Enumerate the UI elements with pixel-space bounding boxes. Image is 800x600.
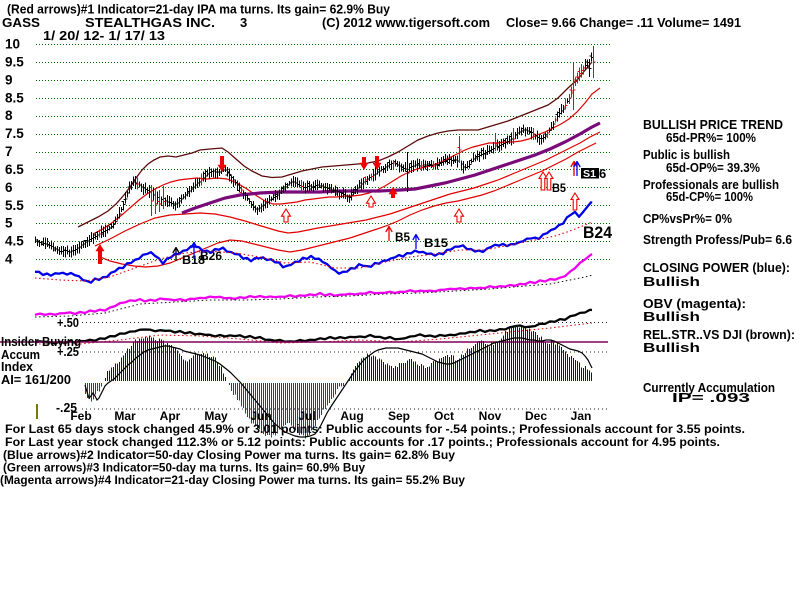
svg-text:Currently Accumulation: Currently Accumulation [643,380,775,395]
svg-text:Oct: Oct [434,409,454,423]
svg-text:AI= 161/200: AI= 161/200 [1,373,71,387]
svg-text:Accum: Accum [1,348,40,362]
svg-text:Bullish: Bullish [643,340,700,355]
svg-text:Feb: Feb [70,409,91,423]
svg-text:Aug: Aug [340,409,363,423]
svg-text:(Blue arrows)#2 Indicator=50-d: (Blue arrows)#2 Indicator=50-day Closing… [3,450,456,462]
svg-text:+.25: +.25 [57,345,79,359]
svg-text:Jun: Jun [250,409,271,423]
svg-text:5.5: 5.5 [5,198,24,213]
svg-text:CP%vsPr%= 0%: CP%vsPr%= 0% [643,211,732,226]
svg-text:Jan: Jan [571,409,592,423]
svg-text:Strength Profess/Pub= 6.6: Strength Profess/Pub= 6.6 [643,232,792,247]
svg-text:-.25: -.25 [56,401,77,415]
svg-text:Apr: Apr [160,409,181,423]
svg-text:Public is bullish: Public is bullish [643,147,730,162]
svg-text:Professionals are bullish: Professionals are bullish [643,177,779,192]
svg-text:Dec: Dec [525,409,547,423]
svg-text:For Last year stock changed 1: For Last year stock changed 112.3% or 5.… [5,437,720,449]
svg-text:9: 9 [5,72,13,87]
svg-text:8.5: 8.5 [5,90,24,105]
svg-text:CLOSING POWER (blue):: CLOSING POWER (blue): [643,260,790,275]
svg-text:Index: Index [1,360,33,374]
svg-text:STEALTHGAS INC.: STEALTHGAS INC. [85,15,215,30]
svg-text:B24: B24 [583,223,613,242]
svg-text:S1: S1 [583,169,596,180]
svg-text:6: 6 [5,180,13,195]
svg-text:10: 10 [5,37,20,52]
svg-text:B18: B18 [182,253,205,267]
svg-text:IP= .093: IP= .093 [672,390,750,405]
svg-text:1/ 20/ 12- 1/ 17/ 13: 1/ 20/ 12- 1/ 17/ 13 [43,29,165,43]
svg-text:B5: B5 [552,181,566,195]
svg-text:B5: B5 [395,230,410,244]
svg-text:GASS: GASS [2,15,40,30]
svg-text:Bullish: Bullish [643,309,700,324]
svg-text:Jul: Jul [298,409,315,423]
svg-text:(Magenta arrows)#4 Indicator=2: (Magenta arrows)#4 Indicator=21-day Clos… [0,475,466,487]
svg-text:6: 6 [599,166,606,181]
svg-text:B26: B26 [200,249,222,263]
svg-text:7: 7 [5,144,13,159]
svg-text:REL.STR..VS DJI (brown):: REL.STR..VS DJI (brown): [643,327,795,342]
svg-text:(Green arrows)#3 Indicator=50-: (Green arrows)#3 Indicator=50-day ma tur… [3,463,366,475]
svg-text:Nov: Nov [479,409,502,423]
svg-text:65d-OP%= 39.3%: 65d-OP%= 39.3% [666,160,760,175]
svg-text:B15: B15 [424,236,448,250]
svg-text:Mar: Mar [114,409,136,423]
svg-text:Bullish: Bullish [643,274,700,289]
svg-text:BULLISH PRICE TREND: BULLISH PRICE TREND [643,117,783,132]
svg-text:8: 8 [5,108,13,123]
svg-text:(Red arrows)#1 Indicator=21-da: (Red arrows)#1 Indicator=21-day IPA ma t… [7,2,391,17]
svg-text:Sep: Sep [388,409,410,423]
svg-text:Insider Buying: Insider Buying [1,335,81,349]
svg-text:For Last 65 days stock changed: For Last 65 days stock changed 45.9% or … [5,424,745,436]
svg-text:7.5: 7.5 [5,126,24,141]
svg-text:4: 4 [5,252,13,267]
svg-text:9.5: 9.5 [5,54,24,69]
svg-text:5: 5 [5,216,13,231]
svg-text:May: May [204,409,228,423]
svg-text:6.5: 6.5 [5,162,24,177]
svg-text:4.5: 4.5 [5,234,24,249]
svg-text:Close= 9.66 Change= .11 Volu: Close= 9.66 Change= .11 Volume= 1491 [506,15,741,30]
svg-text:65d-PR%= 100%: 65d-PR%= 100% [666,130,756,145]
svg-text:3: 3 [240,15,247,30]
svg-text:+.50: +.50 [57,316,79,330]
svg-text:OBV (magenta):: OBV (magenta): [643,296,746,311]
svg-text:65d-CP%= 100%: 65d-CP%= 100% [666,189,753,204]
svg-text:(C) 2012 www.tigersoft.com: (C) 2012 www.tigersoft.com [322,15,490,30]
